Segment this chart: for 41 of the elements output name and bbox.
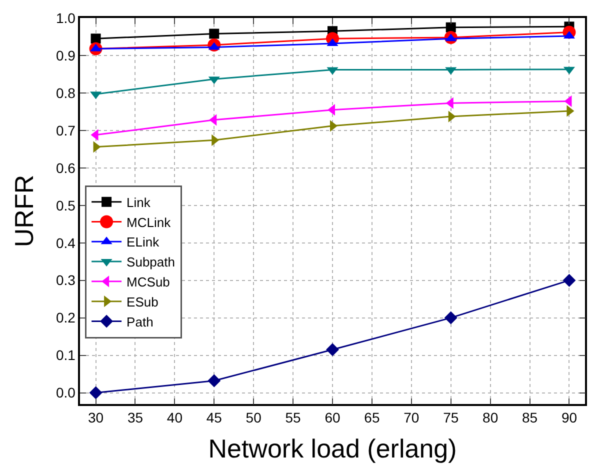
point <box>89 386 102 400</box>
legend-label: MCLink <box>126 214 172 230</box>
x-axis-title: Network load (erlang) <box>208 434 457 464</box>
point <box>446 22 456 32</box>
x-tick-label: 55 <box>285 410 302 426</box>
y-tick-label: 0.1 <box>56 347 76 364</box>
x-tick-label: 35 <box>127 410 144 426</box>
x-tick-label: 40 <box>166 410 183 426</box>
x-tick-label: 90 <box>561 410 578 426</box>
x-tick-label: 50 <box>246 410 262 426</box>
x-tick-label: 65 <box>364 410 380 426</box>
y-axis-title: URFR <box>8 174 39 248</box>
legend-label: ESub <box>126 294 158 310</box>
point <box>562 274 576 287</box>
y-tick-label: 0.0 <box>56 384 76 401</box>
legend-label: Path <box>126 314 154 330</box>
legend-label: MCSub <box>126 274 170 290</box>
x-tick-label: 30 <box>88 410 104 426</box>
point <box>444 311 458 324</box>
y-tick-label: 0.3 <box>56 272 76 288</box>
legend-label: Link <box>126 194 151 210</box>
y-tick-label: 0.6 <box>56 160 76 176</box>
point <box>90 34 101 44</box>
y-tick-label: 0.9 <box>56 47 76 64</box>
y-tick-label: 0.8 <box>56 84 76 101</box>
x-tick-label: 70 <box>404 410 420 426</box>
y-tick-label: 0.7 <box>56 122 76 138</box>
x-tick-label: 60 <box>324 410 340 426</box>
legend-label: ELink <box>126 234 160 250</box>
point <box>209 28 220 39</box>
x-tick-label: 80 <box>482 410 498 426</box>
y-tick-label: 0.4 <box>56 234 76 251</box>
x-tick-label: 85 <box>522 410 538 426</box>
y-tick-label: 0.5 <box>56 197 76 214</box>
point <box>208 374 221 388</box>
point <box>326 343 339 356</box>
x-tick-label: 75 <box>443 410 459 426</box>
legend-label: Subpath <box>126 254 175 270</box>
y-tick-label: 1.0 <box>56 10 76 26</box>
x-tick-label: 45 <box>206 410 222 426</box>
y-tick-label: 0.2 <box>56 310 76 326</box>
